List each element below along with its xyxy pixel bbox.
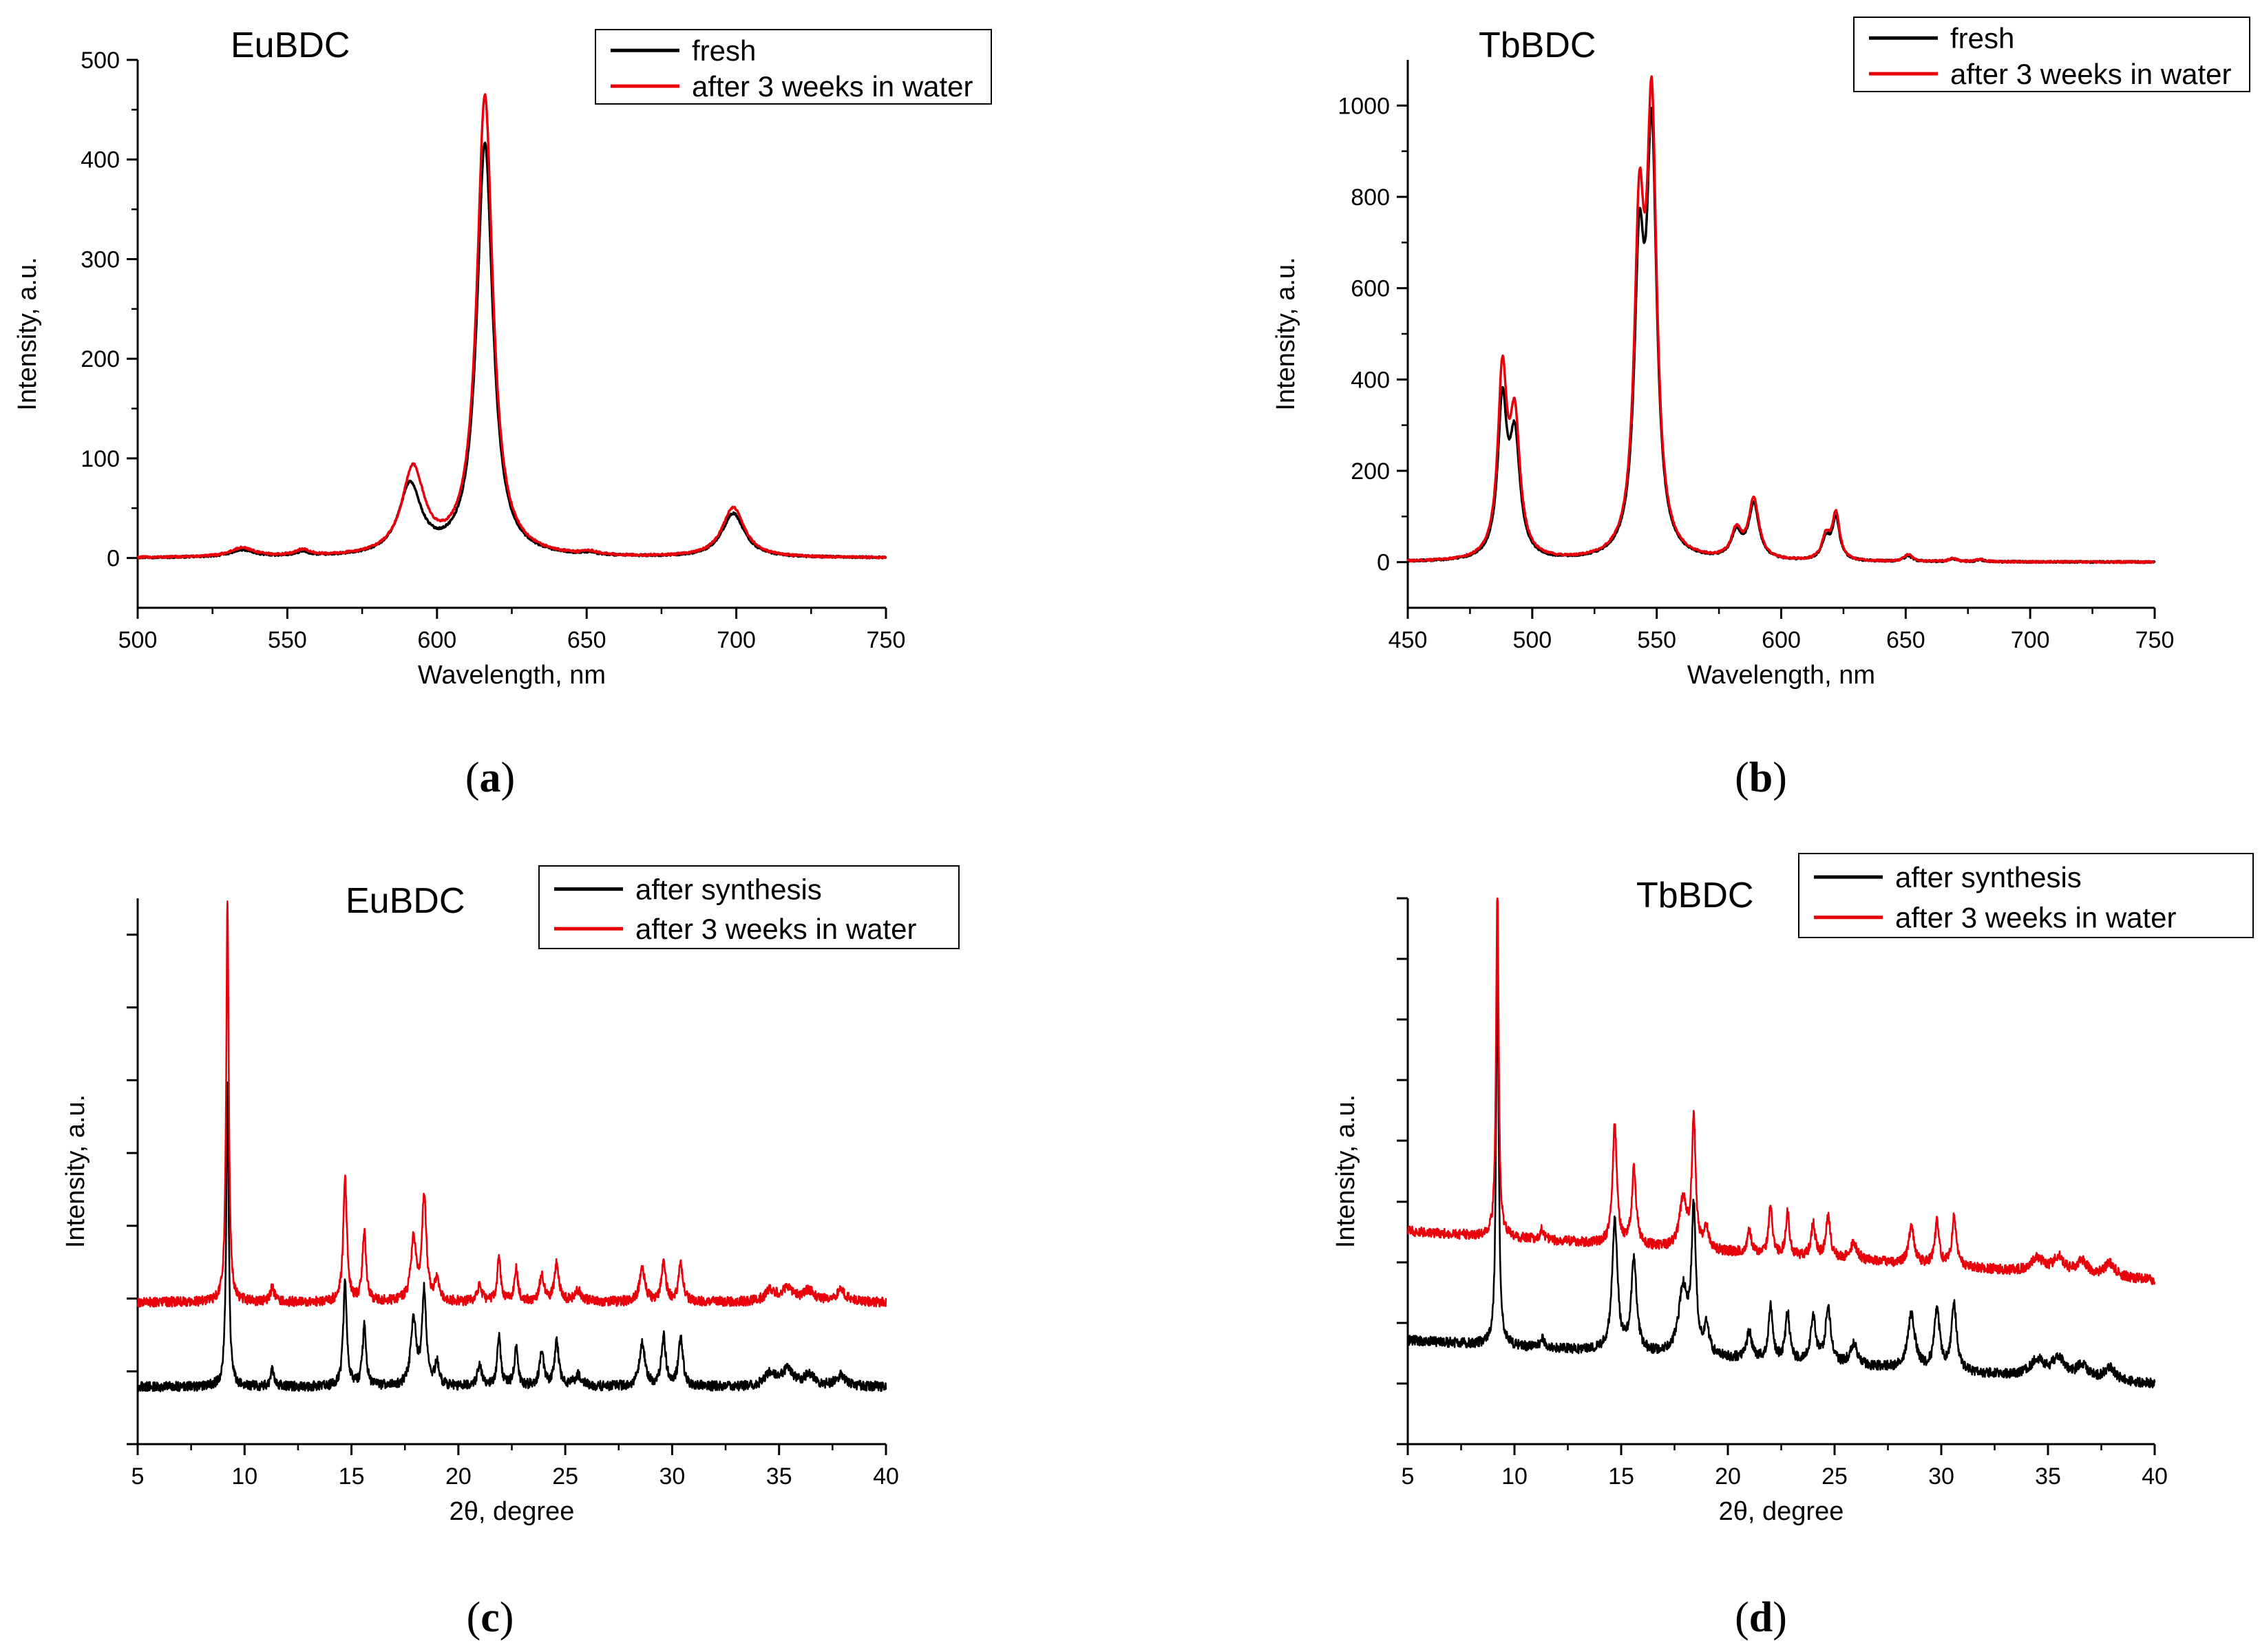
legend-label: after 3 weeks in water xyxy=(1895,902,2177,934)
panel-title: TbBDC xyxy=(1636,876,1753,915)
y-axis-label: Intensity, a.u. xyxy=(13,257,42,410)
x-tick-label: 25 xyxy=(552,1463,578,1490)
chart-panel-a: 500 550 600 650 700 750 0 100 200 300 400 500 Wavele… xyxy=(13,25,992,801)
legend-box xyxy=(595,29,992,105)
x-tick-label: 35 xyxy=(2035,1463,2061,1490)
x-tick-label: 20 xyxy=(1715,1463,1741,1490)
x-tick-label: 600 xyxy=(1762,627,1801,653)
x-tick-label: 10 xyxy=(231,1463,257,1490)
series-line-black xyxy=(1407,107,2156,564)
x-tick-label: 40 xyxy=(2142,1463,2168,1490)
y-tick-label: 200 xyxy=(81,346,120,372)
legend-label: after 3 weeks in water xyxy=(692,70,973,103)
chart-panel-d: 5 10 15 20 25 30 35 40 2θ, degree Intensity, a.u.… xyxy=(1331,853,2254,1641)
x-tick-label: 700 xyxy=(2011,627,2050,653)
x-tick-label: 35 xyxy=(766,1463,792,1490)
x-axis-label: 2θ, degree xyxy=(450,1497,575,1526)
y-tick-label: 0 xyxy=(107,546,120,572)
x-tick-label: 25 xyxy=(1821,1463,1848,1490)
panel-letter: (d) xyxy=(1735,1594,1787,1641)
y-tick-label: 200 xyxy=(1351,458,1390,485)
legend-box xyxy=(1853,17,2250,92)
y-axis-label: Intensity, a.u. xyxy=(61,1094,90,1248)
series-line-red xyxy=(1406,75,2155,564)
legend-label: after synthesis xyxy=(635,873,822,906)
y-axis-label: Intensity, a.u. xyxy=(1331,1094,1360,1248)
legend-box xyxy=(538,865,960,949)
panel-title: TbBDC xyxy=(1479,25,1596,65)
legend-label: fresh xyxy=(692,34,756,67)
legend-label: after synthesis xyxy=(1895,861,2082,893)
y-tick-label: 400 xyxy=(1351,367,1390,393)
x-tick-label: 15 xyxy=(1608,1463,1634,1490)
y-tick-label: 500 xyxy=(81,47,120,74)
series-line-red xyxy=(136,93,887,560)
legend-label: after 3 weeks in water xyxy=(635,913,917,945)
x-tick-label: 700 xyxy=(717,627,756,653)
panel-title: EuBDC xyxy=(346,881,465,921)
series-line-red xyxy=(1407,897,2156,1286)
legend-label: fresh xyxy=(1950,22,2014,54)
panel-title: EuBDC xyxy=(231,25,350,65)
y-tick-label: 1000 xyxy=(1338,93,1390,119)
panel-letter: (a) xyxy=(465,754,515,801)
y-axis-label: Intensity, a.u. xyxy=(1271,257,1300,410)
x-tick-label: 750 xyxy=(867,627,906,653)
x-axis-label: Wavelength, nm xyxy=(418,661,606,690)
y-tick-label: 100 xyxy=(81,446,120,472)
x-tick-label: 650 xyxy=(1886,627,1925,653)
chart-panel-c: 5 10 15 20 25 30 35 40 2θ, degree Intensity, a.u.… xyxy=(61,865,960,1641)
x-tick-label: 550 xyxy=(268,627,307,653)
panel-letter: (c) xyxy=(467,1594,514,1641)
panel-letter: (b) xyxy=(1735,754,1787,801)
y-tick-label: 0 xyxy=(1377,550,1390,576)
x-axis-label: 2θ, degree xyxy=(1719,1497,1844,1526)
legend: after synthesis after 3 weeks in water xyxy=(1798,853,2254,938)
y-tick-label: 600 xyxy=(1351,276,1390,302)
legend: after synthesis after 3 weeks in water xyxy=(538,865,960,949)
x-tick-label: 30 xyxy=(659,1463,686,1490)
x-tick-label: 650 xyxy=(567,627,606,653)
x-tick-label: 500 xyxy=(1512,627,1552,653)
y-tick-label: 400 xyxy=(81,147,120,173)
x-tick-label: 500 xyxy=(118,627,158,653)
x-tick-label: 30 xyxy=(1928,1463,1954,1490)
x-axis-label: Wavelength, nm xyxy=(1687,661,1875,690)
x-tick-label: 10 xyxy=(1501,1463,1528,1490)
series-line-black xyxy=(1406,953,2156,1388)
x-tick-label: 450 xyxy=(1388,627,1428,653)
series-line-red xyxy=(136,900,887,1308)
chart-panel-b: 450 500 550 600 650 700 750 0 200 400 600 800 1000 Wa… xyxy=(1271,17,2250,801)
x-tick-label: 40 xyxy=(873,1463,899,1490)
x-tick-label: 750 xyxy=(2135,627,2175,653)
x-tick-label: 15 xyxy=(339,1463,365,1490)
series-line-black xyxy=(136,1081,887,1392)
x-tick-label: 5 xyxy=(1402,1463,1415,1490)
legend-box xyxy=(1798,853,2254,938)
y-tick-label: 300 xyxy=(81,246,120,273)
y-tick-label: 800 xyxy=(1351,184,1390,211)
legend-label: after 3 weeks in water xyxy=(1950,58,2232,90)
series-line-black xyxy=(136,141,887,560)
legend: fresh after 3 weeks in water xyxy=(1853,17,2250,92)
x-tick-label: 5 xyxy=(131,1463,145,1490)
x-tick-label: 600 xyxy=(417,627,456,653)
x-tick-label: 20 xyxy=(445,1463,472,1490)
x-tick-label: 550 xyxy=(1637,627,1676,653)
